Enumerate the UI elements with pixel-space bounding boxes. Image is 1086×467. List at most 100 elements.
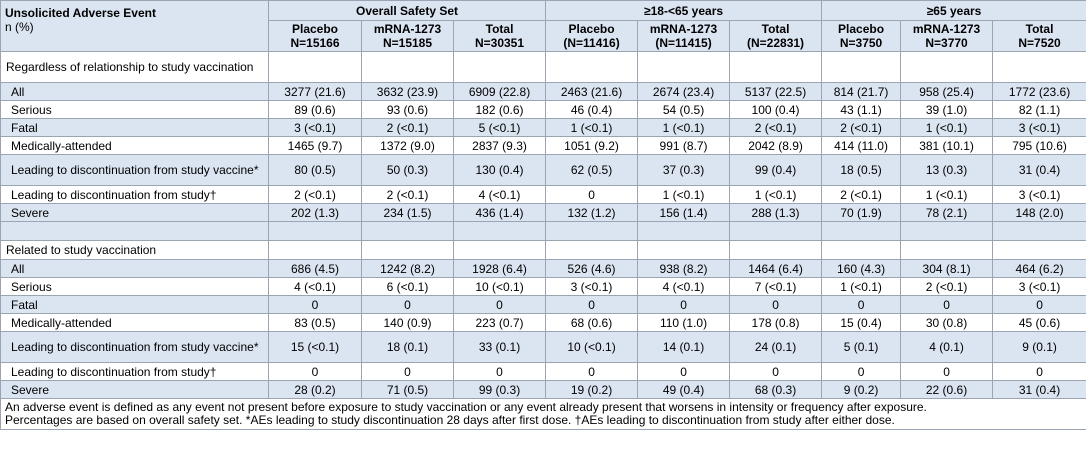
value-cell: 1464 (6.4) [729, 259, 823, 278]
arm-name: mRNA-1273 [373, 22, 442, 36]
value-cell: 1 (<0.1) [637, 185, 731, 204]
value-cell: 795 (10.6) [992, 136, 1086, 155]
value-cell: 43 (1.1) [821, 100, 902, 119]
table-row: All 3277 (21.6) 3632 (23.9) 6909 (22.8) 2463… [0, 82, 1086, 101]
empty-cell [361, 51, 454, 83]
value-cell: 288 (1.3) [729, 203, 823, 222]
value-cell: 45 (0.6) [992, 313, 1086, 332]
value-cell: 2837 (9.3) [452, 136, 547, 155]
section-title: Regardless of relationship to study vacc… [0, 51, 269, 83]
empty-cell [361, 240, 454, 260]
value-cell: 1772 (23.6) [992, 82, 1086, 101]
value-cell: 19 (0.2) [545, 380, 639, 399]
value-cell: 2 (<0.1) [361, 118, 454, 137]
value-cell: 3 (<0.1) [268, 118, 362, 137]
value-cell: 1 (<0.1) [637, 118, 731, 137]
value-cell: 68 (0.3) [729, 380, 823, 399]
value-cell: 82 (1.1) [992, 100, 1086, 119]
value-cell: 18 (0.1) [361, 331, 454, 363]
value-cell: 93 (0.6) [361, 100, 454, 119]
value-cell: 2 (<0.1) [821, 185, 902, 204]
value-cell: 62 (0.5) [545, 154, 639, 186]
value-cell: 4 (<0.1) [268, 277, 362, 296]
value-cell: 0 [900, 362, 994, 381]
value-cell: 414 (11.0) [821, 136, 902, 155]
row-label: Serious [0, 100, 269, 119]
arm-name: Placebo [291, 22, 339, 36]
value-cell: 22 (0.6) [900, 380, 994, 399]
section-header-row: Regardless of relationship to study vacc… [0, 51, 1086, 83]
value-cell: 46 (0.4) [545, 100, 639, 119]
row-label: All [0, 82, 269, 101]
table-row: Leading to discontinuation from study va… [0, 154, 1086, 186]
value-cell: 0 [729, 362, 823, 381]
value-cell: 0 [268, 362, 362, 381]
arm-n: (N=11416) [563, 36, 620, 50]
empty-cell [821, 51, 902, 83]
group-header: ≥65 years [821, 0, 1086, 21]
arm-n: (N=22831) [747, 36, 805, 50]
value-cell: 10 (<0.1) [545, 331, 639, 363]
empty-cell [992, 51, 1086, 83]
empty-cell [900, 240, 994, 260]
value-cell: 54 (0.5) [637, 100, 731, 119]
value-cell: 110 (1.0) [637, 313, 731, 332]
arm-header: Placebo (N=11416) [545, 20, 639, 52]
value-cell: 148 (2.0) [992, 203, 1086, 222]
arm-n: N=30351 [474, 36, 525, 50]
value-cell: 3 (<0.1) [992, 118, 1086, 137]
arm-name: Total [1025, 22, 1054, 36]
value-cell: 28 (0.2) [268, 380, 362, 399]
value-cell: 223 (0.7) [452, 313, 547, 332]
value-cell: 15 (0.4) [821, 313, 902, 332]
arm-n: N=15185 [382, 36, 433, 50]
group-header: ≥18-<65 years [545, 0, 823, 21]
value-cell: 814 (21.7) [821, 82, 902, 101]
value-cell: 526 (4.6) [545, 259, 639, 278]
empty-cell [821, 221, 902, 241]
value-cell: 50 (0.3) [361, 154, 454, 186]
value-cell: 1928 (6.4) [452, 259, 547, 278]
row-label: Fatal [0, 118, 269, 137]
value-cell: 0 [545, 295, 639, 314]
value-cell: 1051 (9.2) [545, 136, 639, 155]
value-cell: 3277 (21.6) [268, 82, 362, 101]
arm-header: Total N=30351 [452, 20, 547, 52]
table-row: Leading to discontinuation from study† 2 … [0, 185, 1086, 204]
empty-cell [637, 240, 731, 260]
value-cell: 4 (<0.1) [637, 277, 731, 296]
value-cell: 0 [821, 362, 902, 381]
empty-cell [637, 51, 731, 83]
value-cell: 0 [821, 295, 902, 314]
row-label: Leading to discontinuation from study va… [0, 331, 269, 363]
empty-cell [729, 240, 823, 260]
empty-cell [268, 240, 362, 260]
value-cell: 1 (<0.1) [900, 185, 994, 204]
arm-name: mRNA-1273 [649, 22, 718, 36]
value-cell: 78 (2.1) [900, 203, 994, 222]
value-cell: 6909 (22.8) [452, 82, 547, 101]
arm-header: Placebo N=3750 [821, 20, 902, 52]
arm-name: Total [485, 22, 514, 36]
value-cell: 83 (0.5) [268, 313, 362, 332]
value-cell: 140 (0.9) [361, 313, 454, 332]
value-cell: 0 [637, 362, 731, 381]
row-label: Leading to discontinuation from study va… [0, 154, 269, 186]
value-cell: 10 (<0.1) [452, 277, 547, 296]
value-cell: 1465 (9.7) [268, 136, 362, 155]
arm-n: N=3750 [839, 36, 883, 50]
value-cell: 3 (<0.1) [545, 277, 639, 296]
adverse-event-table: Unsolicited Adverse Event n (%) Overall … [0, 0, 1086, 430]
value-cell: 2 (<0.1) [821, 118, 902, 137]
empty-cell [452, 51, 547, 83]
row-label: Severe [0, 203, 269, 222]
arm-n: N=15166 [290, 36, 340, 50]
value-cell: 4 (<0.1) [452, 185, 547, 204]
table-row: Medically-attended 1465 (9.7) 1372 (9.0) 28… [0, 136, 1086, 155]
value-cell: 160 (4.3) [821, 259, 902, 278]
value-cell: 99 (0.4) [729, 154, 823, 186]
table-unit-label: n (%) [5, 20, 34, 34]
value-cell: 5137 (22.5) [729, 82, 823, 101]
value-cell: 991 (8.7) [637, 136, 731, 155]
empty-cell [268, 51, 362, 83]
